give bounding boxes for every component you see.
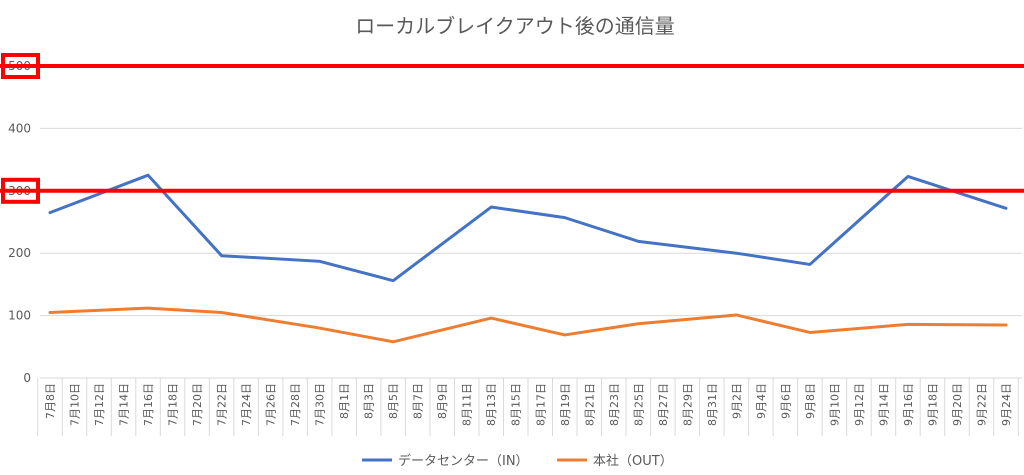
- x-tick-label: 7月10日: [69, 383, 82, 426]
- x-tick-label: 7月30日: [314, 383, 327, 426]
- x-tick-label: 7月22日: [216, 383, 229, 426]
- x-tick-label: 9月14日: [877, 383, 890, 426]
- x-tick-label: 9月8日: [804, 383, 817, 419]
- x-tick-label: 8月23日: [608, 383, 621, 426]
- x-tick-label: 9月10日: [828, 383, 841, 426]
- x-tick-label: 7月16日: [142, 383, 155, 426]
- x-tick-label: 9月22日: [975, 383, 988, 426]
- x-axis: [37, 377, 1022, 436]
- x-tick-label: 7月12日: [93, 383, 106, 426]
- x-tick-label: 7月8日: [44, 383, 57, 419]
- x-tick-label: 7月24日: [240, 383, 253, 426]
- x-tick-label: 8月3日: [363, 383, 376, 419]
- series-line: [48, 173, 1008, 283]
- x-tick-label: 8月21日: [583, 383, 596, 426]
- series-line: [48, 306, 1008, 344]
- x-tick-label: 9月24日: [1000, 383, 1013, 426]
- x-tick-label: 9月4日: [755, 383, 768, 419]
- y-tick-label: 0: [23, 371, 31, 385]
- x-tick-label: 7月20日: [191, 383, 204, 426]
- x-tick-label: 8月7日: [412, 383, 425, 419]
- highlight-label-box: [1, 177, 40, 204]
- x-tick-label: 7月28日: [289, 383, 302, 426]
- x-tick-label: 8月27日: [657, 383, 670, 426]
- x-tick-label: 9月18日: [926, 383, 939, 426]
- y-tick-label: 400: [8, 121, 31, 135]
- x-tick-label: 9月12日: [853, 383, 866, 426]
- legend-label: 本社（OUT）: [593, 453, 673, 469]
- x-tick-label: 8月9日: [436, 383, 449, 419]
- x-tick-label: 8月29日: [681, 383, 694, 426]
- x-tick-label: 8月13日: [485, 383, 498, 426]
- legend-label: データセンター（IN）: [398, 453, 529, 469]
- highlight-lines: [0, 53, 1024, 204]
- x-tick-label: 8月15日: [510, 383, 523, 426]
- x-tick-label: 8月11日: [461, 383, 474, 426]
- x-tick-label: 7月14日: [118, 383, 131, 426]
- x-tick-label: 8月31日: [706, 383, 719, 426]
- y-tick-label: 200: [8, 246, 31, 260]
- series-lines: [48, 173, 1008, 344]
- x-tick-label: 9月6日: [779, 383, 792, 419]
- x-tick-label: 9月20日: [951, 383, 964, 426]
- legend: データセンター（IN） 本社（OUT）: [362, 453, 673, 469]
- x-tick-label: 9月2日: [730, 383, 743, 419]
- x-tick-label: 8月19日: [559, 383, 572, 426]
- x-tick-labels: 7月8日 7月10日 7月12日 7月14日 7月16日 7月18日 7月20日 7月22日 7…: [44, 383, 1013, 426]
- x-tick-label: 7月26日: [265, 383, 278, 426]
- highlight-label-box: [1, 53, 40, 79]
- y-tick-label: 100: [8, 309, 31, 323]
- x-tick-label: 8月17日: [534, 383, 547, 426]
- x-tick-label: 9月16日: [902, 383, 915, 426]
- x-tick-label: 7月18日: [167, 383, 180, 426]
- x-tick-label: 8月5日: [387, 383, 400, 419]
- x-tick-label: 8月1日: [338, 383, 351, 419]
- x-tick-label: 8月25日: [632, 383, 645, 426]
- y-tick-labels: 0100200300400500: [8, 59, 31, 385]
- chart-title: ローカルブレイクアウト後の通信量: [355, 14, 675, 38]
